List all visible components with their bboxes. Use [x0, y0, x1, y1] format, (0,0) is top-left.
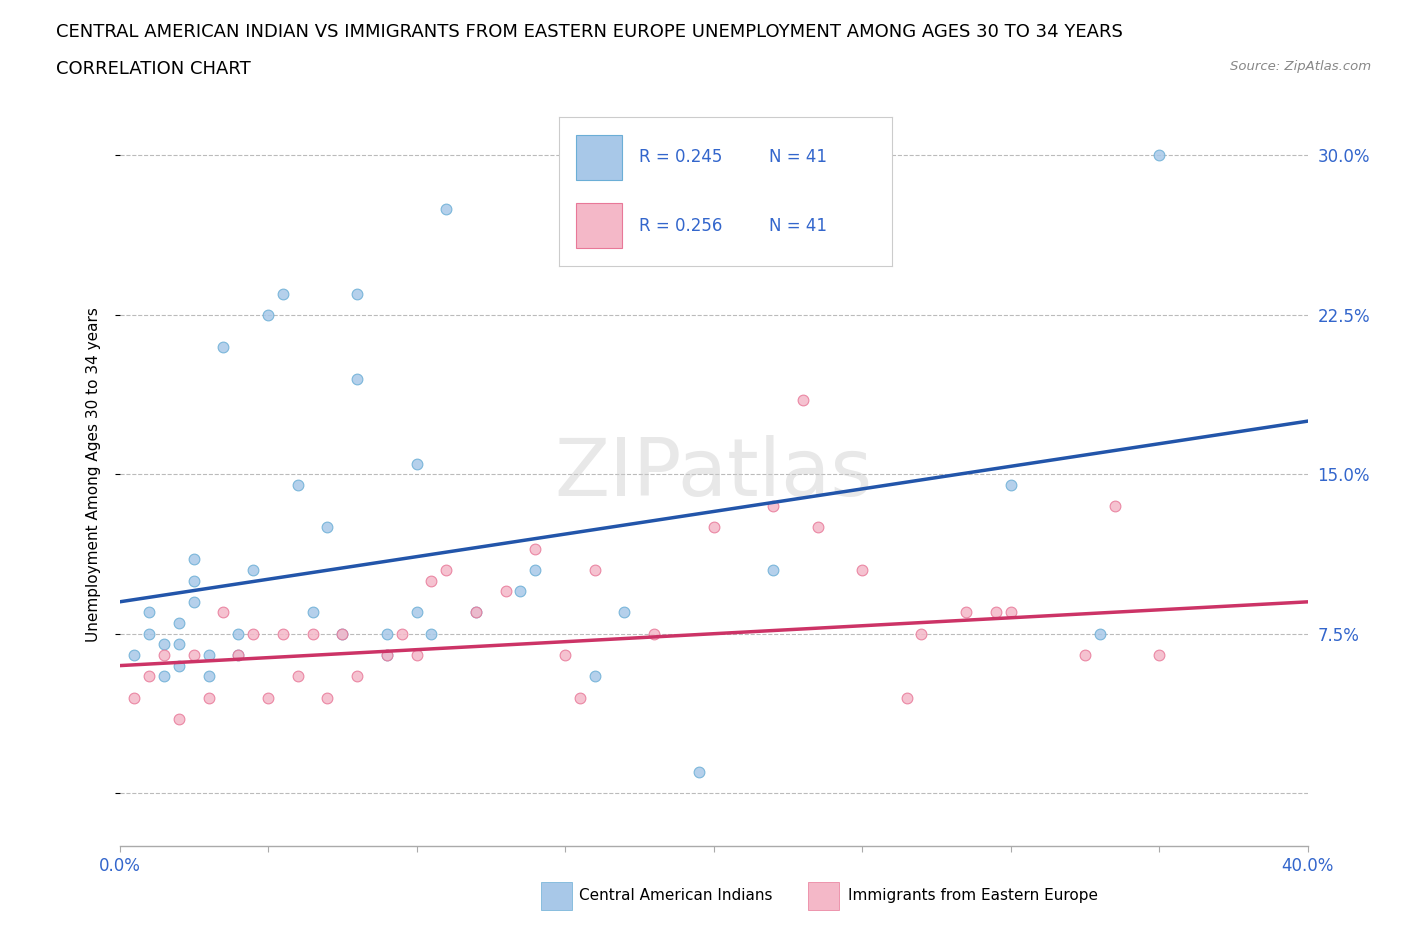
Point	[124, 647, 146, 662]
Point	[391, 626, 413, 641]
Point	[434, 563, 457, 578]
Point	[197, 647, 219, 662]
Point	[851, 563, 873, 578]
Point	[257, 308, 280, 323]
Point	[183, 647, 205, 662]
Point	[228, 647, 250, 662]
Point	[167, 658, 190, 673]
Point	[613, 605, 636, 620]
Point	[167, 637, 190, 652]
Point	[375, 626, 398, 641]
Point	[153, 647, 176, 662]
Point	[138, 626, 160, 641]
Point	[375, 647, 398, 662]
Point	[212, 605, 235, 620]
Point	[806, 520, 828, 535]
Point	[910, 626, 932, 641]
Text: ZIPatlas: ZIPatlas	[554, 435, 873, 513]
Point	[212, 339, 235, 354]
Point	[330, 626, 353, 641]
Point	[271, 626, 294, 641]
Point	[420, 573, 443, 588]
Point	[316, 690, 339, 705]
Point	[583, 563, 606, 578]
Point	[434, 201, 457, 216]
Point	[1147, 148, 1170, 163]
Point	[405, 647, 427, 662]
Point	[330, 626, 353, 641]
Point	[183, 573, 205, 588]
Point	[346, 669, 368, 684]
Point	[762, 498, 785, 513]
Point	[896, 690, 918, 705]
Text: CENTRAL AMERICAN INDIAN VS IMMIGRANTS FROM EASTERN EUROPE UNEMPLOYMENT AMONG AGE: CENTRAL AMERICAN INDIAN VS IMMIGRANTS FR…	[56, 23, 1123, 41]
Point	[228, 647, 250, 662]
Text: Central American Indians: Central American Indians	[579, 888, 773, 903]
Point	[1147, 647, 1170, 662]
Point	[509, 584, 531, 599]
Point	[955, 605, 977, 620]
Point	[242, 563, 264, 578]
Point	[554, 647, 576, 662]
Point	[346, 286, 368, 301]
Point	[167, 616, 190, 631]
Point	[287, 477, 309, 492]
Point	[242, 626, 264, 641]
Point	[495, 584, 517, 599]
Point	[568, 690, 591, 705]
Point	[984, 605, 1007, 620]
Point	[197, 690, 219, 705]
Point	[183, 551, 205, 566]
Point	[792, 392, 814, 407]
Point	[643, 626, 665, 641]
Point	[405, 605, 427, 620]
Point	[524, 541, 547, 556]
Text: Immigrants from Eastern Europe: Immigrants from Eastern Europe	[848, 888, 1098, 903]
Point	[1074, 647, 1097, 662]
Point	[464, 605, 486, 620]
Text: CORRELATION CHART: CORRELATION CHART	[56, 60, 252, 78]
Point	[1000, 477, 1022, 492]
Point	[138, 669, 160, 684]
Point	[762, 563, 785, 578]
Point	[301, 605, 323, 620]
Text: Source: ZipAtlas.com: Source: ZipAtlas.com	[1230, 60, 1371, 73]
Point	[583, 669, 606, 684]
Point	[257, 690, 280, 705]
Point	[271, 286, 294, 301]
Point	[405, 457, 427, 472]
Point	[167, 711, 190, 726]
Point	[197, 669, 219, 684]
Point	[375, 647, 398, 662]
Y-axis label: Unemployment Among Ages 30 to 34 years: Unemployment Among Ages 30 to 34 years	[86, 307, 101, 642]
Point	[1088, 626, 1111, 641]
Point	[183, 594, 205, 609]
Point	[346, 371, 368, 386]
Point	[228, 626, 250, 641]
Point	[1104, 498, 1126, 513]
Point	[153, 637, 176, 652]
Point	[124, 690, 146, 705]
Point	[138, 605, 160, 620]
Point	[1000, 605, 1022, 620]
Point	[153, 669, 176, 684]
Point	[464, 605, 486, 620]
Point	[287, 669, 309, 684]
Point	[301, 626, 323, 641]
Point	[688, 764, 710, 779]
Point	[702, 520, 725, 535]
Point	[316, 520, 339, 535]
Point	[420, 626, 443, 641]
Point	[524, 563, 547, 578]
